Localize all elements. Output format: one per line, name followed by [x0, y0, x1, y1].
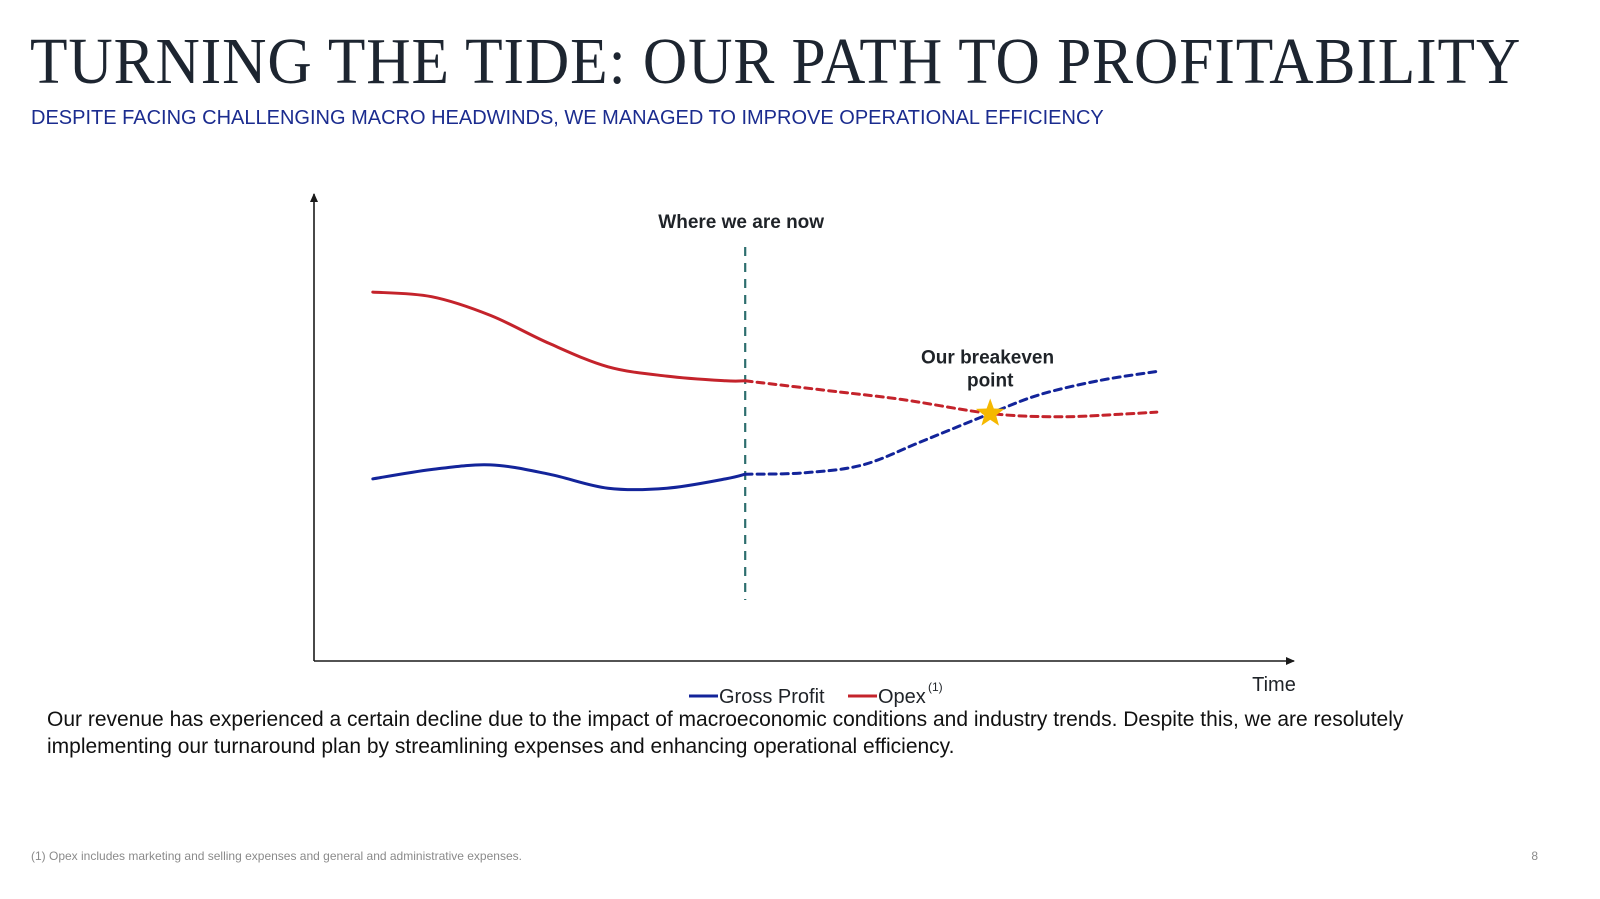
now-label: Where we are now	[658, 212, 824, 233]
footnote: (1) Opex includes marketing and selling …	[31, 849, 522, 863]
gross-profit-actual-line	[371, 463, 747, 492]
breakeven-star-icon	[975, 398, 1005, 426]
page-number: 8	[1531, 849, 1538, 863]
legend-gross-profit-label: Gross Profit	[719, 686, 825, 708]
legend-opex-footnote-marker: (1)	[928, 680, 943, 694]
body-text: Our revenue has experienced a certain de…	[47, 708, 1404, 758]
slide-subtitle: DESPITE FACING CHALLENGING MACRO HEADWIN…	[31, 107, 1104, 129]
chart-legend: Gross Profit Opex (1)	[689, 680, 943, 708]
x-axis-label: Time	[1252, 674, 1296, 696]
breakeven-label-line-2: point	[967, 370, 1014, 391]
slide-title: TURNING THE TIDE: OUR PATH TO PROFITABIL…	[30, 25, 1522, 98]
breakeven-label: Our breakeven point	[921, 347, 1059, 391]
gross-profit-projected-line	[743, 370, 1159, 476]
opex-projected-line	[743, 379, 1159, 419]
breakeven-label-line-1: Our breakeven	[921, 347, 1054, 368]
profitability-chart: Where we are now Our breakeven point Tim…	[310, 193, 1296, 708]
opex-actual-line	[371, 290, 747, 383]
legend-opex-label: Opex	[878, 686, 926, 708]
